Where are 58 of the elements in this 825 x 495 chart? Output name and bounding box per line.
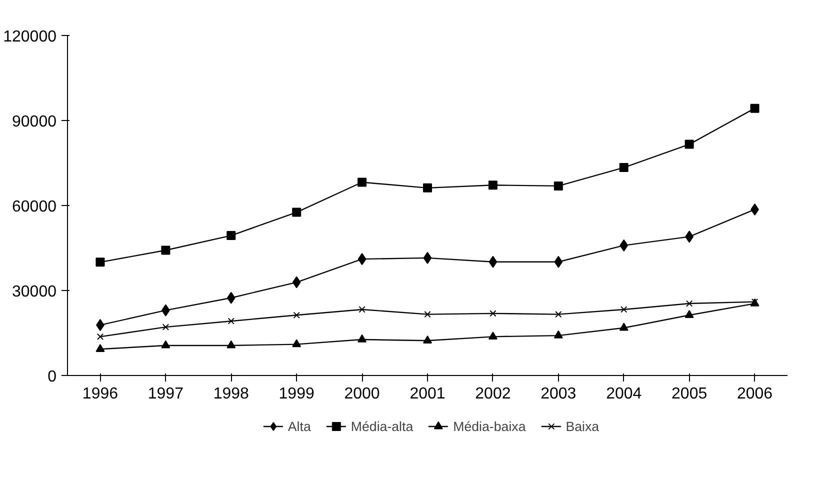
point: [488, 332, 498, 340]
x-tick-label: 2000: [344, 386, 380, 402]
y-tick-label: 90000: [12, 114, 57, 130]
x-tick-label: 2005: [672, 386, 708, 402]
point: [686, 300, 693, 307]
point: [619, 322, 628, 331]
point: [96, 333, 104, 340]
x-tick-label: 2004: [606, 386, 642, 402]
point: [293, 312, 300, 318]
point: [684, 140, 694, 149]
point: [162, 324, 170, 330]
point: [96, 258, 105, 267]
point: [358, 334, 367, 342]
point: [488, 180, 498, 190]
point: [161, 340, 170, 348]
legend-label: Média-alta: [350, 418, 414, 434]
point: [555, 310, 562, 318]
point: [750, 104, 760, 113]
point: [490, 310, 496, 317]
point: [226, 292, 236, 304]
x-tick-label: 2001: [410, 386, 446, 402]
point: [226, 231, 236, 240]
point: [226, 340, 236, 348]
x-tick-label: 1996: [82, 386, 118, 402]
point: [358, 306, 366, 313]
y-tick-label: 60000: [12, 198, 57, 216]
point: [358, 253, 366, 266]
point: [292, 276, 301, 288]
x-tick-label: 2003: [540, 386, 576, 402]
point: [423, 183, 432, 192]
point: [620, 239, 628, 252]
point: [424, 310, 431, 318]
point: [620, 306, 628, 313]
x-tick-label: 1999: [278, 386, 314, 402]
point: [684, 310, 694, 318]
point: [619, 163, 628, 172]
point: [554, 330, 563, 338]
y-tick-label: 120000: [3, 28, 57, 46]
point: [488, 256, 498, 268]
x-tick-label: 2002: [475, 386, 511, 402]
point: [292, 208, 302, 217]
y-tick-label: 0: [48, 368, 57, 386]
point: [554, 181, 563, 190]
point: [228, 318, 234, 324]
legend-label: Alta: [288, 418, 311, 434]
legend-label: Média-baixa: [453, 418, 526, 434]
point: [96, 344, 105, 352]
y-tick-label: 30000: [12, 284, 57, 300]
point: [292, 339, 302, 348]
point: [554, 256, 563, 268]
x-tick-label: 1998: [213, 386, 250, 402]
x-tick-label: 2006: [736, 386, 773, 402]
x-tick-label: 1997: [148, 386, 184, 402]
point: [358, 178, 367, 187]
legend-label: Baixa: [566, 418, 600, 434]
point: [161, 246, 170, 255]
point: [423, 336, 432, 344]
point: [423, 252, 432, 264]
